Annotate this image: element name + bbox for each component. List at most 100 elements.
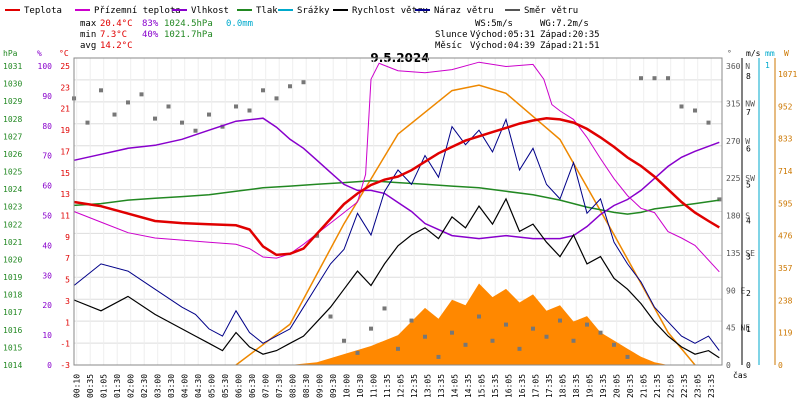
wind-direction-point xyxy=(531,326,535,331)
unit-w: W xyxy=(784,49,789,58)
x-tick-label: 10:30 xyxy=(356,374,365,398)
x-tick-label: 12:05 xyxy=(397,374,406,398)
wind-direction-point xyxy=(342,338,346,343)
unit-pct: % xyxy=(37,49,42,58)
unit-ms: m/s xyxy=(746,49,761,58)
stat-max-hum: 83% xyxy=(142,19,159,29)
x-tick-label: 18:35 xyxy=(572,374,581,398)
celsius-tick-label: 1 xyxy=(65,318,70,327)
stats-block: max 20.4°C 83% 1024.5hPa 0.0mm min 7.3°C… xyxy=(80,19,600,51)
ground-temperature-line xyxy=(73,61,720,273)
stat-min-label: min xyxy=(80,30,96,40)
x-tick-label: 06:30 xyxy=(248,374,257,398)
hpa-tick-label: 1029 xyxy=(3,97,22,106)
w-tick-label: 357 xyxy=(778,264,793,273)
x-tick-label: 14:05 xyxy=(451,374,460,398)
wind-direction-point xyxy=(504,322,508,327)
x-tick-label: 12:35 xyxy=(410,374,419,398)
wind-direction-point xyxy=(490,338,495,343)
deg-tick-label: 360 N xyxy=(726,62,750,71)
celsius-tick-label: 25 xyxy=(60,62,70,71)
wind-direction-point xyxy=(612,342,616,347)
legend-teplota: Teplota xyxy=(24,6,62,16)
legend-prizemni-teplota: Přízemní teplota xyxy=(94,6,181,16)
moon-rise: Východ:04:39 xyxy=(470,41,535,51)
x-tick-label: 19:35 xyxy=(599,374,608,398)
ms-tick-label: 2 xyxy=(746,289,751,298)
wind-direction-point xyxy=(85,120,90,125)
wind-direction-point xyxy=(328,314,333,319)
x-tick-label: 15:35 xyxy=(491,374,500,398)
x-tick-label: 01:30 xyxy=(113,374,122,398)
x-tick-label: 13:35 xyxy=(437,374,446,398)
wind-direction-point xyxy=(301,80,306,85)
ms-tick-label: 3 xyxy=(746,253,751,262)
x-tick-label: 23:05 xyxy=(694,374,703,398)
stat-min-press: 1021.7hPa xyxy=(164,30,213,40)
x-tick-label: 05:00 xyxy=(208,374,217,398)
legend-rychlost-vetru: Rychlost větru xyxy=(352,6,428,16)
legend-smer-vetru: Směr větru xyxy=(524,6,578,16)
celsius-tick-label: 11 xyxy=(60,212,70,221)
wind-direction-point xyxy=(193,128,198,133)
stat-avg-label: avg xyxy=(80,41,96,51)
moon-set: Západ:21:51 xyxy=(540,41,600,51)
x-tick-label: 13:05 xyxy=(424,374,433,398)
wind-direction-point xyxy=(666,76,670,81)
ms-tick-label: 1 xyxy=(746,325,751,334)
x-tick-label: 02:00 xyxy=(127,374,136,398)
celsius-tick-label: 3 xyxy=(65,297,70,306)
celsius-tick-label: 9 xyxy=(65,233,70,242)
ms-tick-label: 7 xyxy=(746,108,751,117)
wind-gust-line xyxy=(73,117,720,351)
x-tick-label: 11:00 xyxy=(370,374,379,398)
pct-tick-label: 80 xyxy=(42,122,52,131)
x-tick-label: 05:30 xyxy=(221,374,230,398)
x-tick-label: 19:05 xyxy=(586,374,595,398)
wind-direction-point xyxy=(261,88,265,93)
x-tick-label: 01:05 xyxy=(100,374,109,398)
x-tick-label: 14:35 xyxy=(464,374,473,398)
celsius-tick-label: 5 xyxy=(65,276,70,285)
w-tick-label: 952 xyxy=(778,102,793,111)
stat-avg-temp: 14.2°C xyxy=(100,41,133,51)
celsius-tick-label: 7 xyxy=(65,254,70,263)
mm-tick-label: 1 xyxy=(765,61,770,70)
wind-ws: WS:5m/s xyxy=(475,19,513,29)
wind-direction-point xyxy=(396,346,400,351)
temperature-line xyxy=(73,117,720,257)
wind-direction-point xyxy=(355,350,360,355)
x-tick-label: 08:30 xyxy=(302,374,311,398)
deg-tick-label: 90 E xyxy=(726,286,745,295)
hpa-tick-label: 1025 xyxy=(3,168,22,177)
hpa-tick-label: 1019 xyxy=(3,273,22,282)
hpa-tick-label: 1028 xyxy=(3,115,22,124)
x-tick-label: 04:00 xyxy=(181,374,190,398)
pct-tick-label: 20 xyxy=(42,301,52,310)
deg-tick-label: 180 S xyxy=(726,212,750,221)
wind-direction-point xyxy=(517,346,522,351)
deg-tick-label: 0 xyxy=(726,361,731,370)
x-tick-label: 04:30 xyxy=(194,374,203,398)
celsius-tick-label: 19 xyxy=(60,126,70,135)
wind-direction-point xyxy=(207,112,211,117)
unit-celsius: °C xyxy=(59,49,69,58)
moon-label: Měsíc xyxy=(435,41,462,51)
ms-tick-label: 0 xyxy=(746,361,751,370)
wind-wg: WG:7.2m/s xyxy=(540,19,589,29)
wind-direction-point xyxy=(382,306,387,311)
pct-tick-label: 70 xyxy=(42,152,52,161)
plot-frame xyxy=(73,57,723,366)
wind-direction-point xyxy=(247,108,252,113)
wind-direction-point xyxy=(180,120,184,125)
deg-tick-label: 315 NW xyxy=(726,99,755,108)
wind-direction-point xyxy=(463,342,468,347)
sun-rise: Východ:05:31 xyxy=(470,30,535,40)
pct-tick-label: 50 xyxy=(42,212,52,221)
axis-ticks: 00:10 00:35 01:05 01:30 02:00 02:30 03:00 03:30… xyxy=(3,58,797,398)
ms-tick-label: 5 xyxy=(746,180,751,189)
wind-direction-point xyxy=(288,84,292,89)
x-tick-label: 00:35 xyxy=(86,374,95,398)
celsius-tick-label: 13 xyxy=(60,190,70,199)
